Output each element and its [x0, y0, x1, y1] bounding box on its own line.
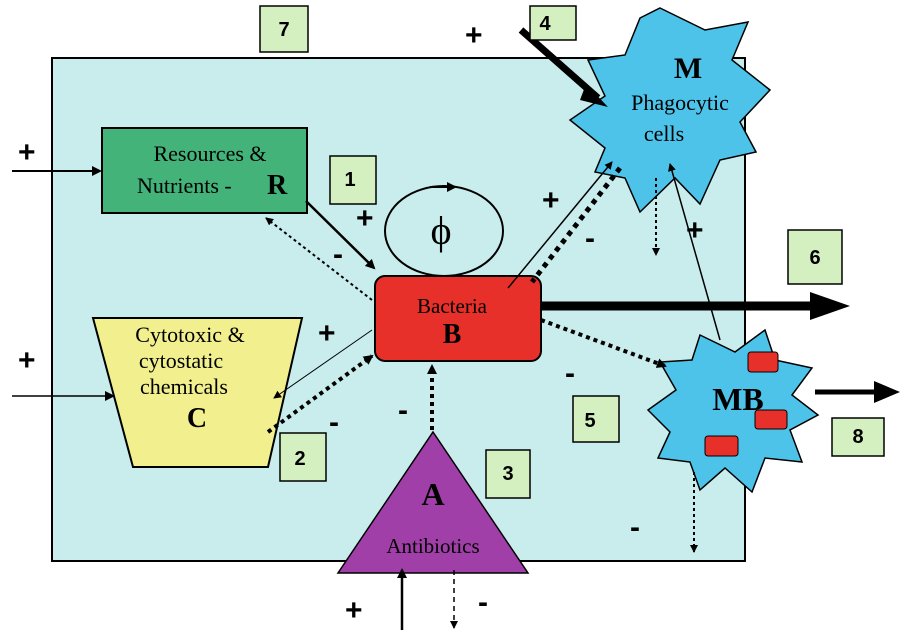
number-8: 8 [852, 426, 863, 448]
mb-bacterium-1 [747, 351, 779, 373]
number-1: 1 [344, 169, 355, 191]
phi-symbol: ϕ [430, 208, 451, 253]
chemicals-line1: Cytotoxic & [135, 322, 244, 347]
arrow-bacteria-chemicals [273, 329, 373, 399]
sign-plus-chemicals: + [318, 317, 336, 350]
resources-line2: Nutrients - [137, 173, 232, 198]
resources-box [101, 127, 308, 214]
number-box-7: 7 [259, 5, 309, 53]
mb-bacterium-2 [754, 409, 788, 430]
number-box-1: 1 [329, 155, 377, 205]
number-5: 5 [584, 410, 595, 432]
number-4: 4 [539, 13, 551, 35]
arrow-phagocytes-bacteria [530, 166, 622, 284]
sign-minus-mb: - [565, 357, 575, 390]
antibiotics-name: Antibiotics [386, 534, 479, 558]
bacteria-name: Bacteria [417, 294, 488, 318]
arrow-bacteria-mb [540, 318, 667, 368]
sign-plus-bacteria-phagocytes: + [542, 184, 560, 217]
sign-plus-resources-input: + [18, 136, 36, 169]
sign-minus-antibiotics: - [398, 394, 408, 427]
arrow-mb-phagocytes [668, 163, 721, 341]
resources-letter: R [267, 170, 288, 201]
arrow-mb-out-head [874, 381, 900, 403]
resources-line1: Resources & [153, 141, 266, 166]
number-box-4: 4 [529, 5, 577, 41]
number-box-6: 6 [787, 229, 843, 285]
chemicals-trapezoid [91, 317, 304, 468]
mb-bacterium-3 [704, 435, 739, 457]
number-box-5: 5 [572, 395, 620, 443]
arrow-bacteria-phagocytes [507, 161, 613, 289]
sign-minus-phagocytes-bacteria: - [585, 222, 595, 255]
number-6: 6 [809, 247, 820, 269]
sign-minus-mb-decay: - [630, 511, 640, 544]
number-3: 3 [502, 463, 513, 485]
arrow-input-phagocytes-head [580, 84, 608, 107]
arrow-bacteria-resources [265, 217, 373, 301]
bacteria-box [374, 275, 542, 362]
arrow-resources-bacteria [305, 200, 376, 270]
phagocytes-letter: M [674, 52, 702, 85]
sign-plus-chemicals-input: + [18, 344, 36, 377]
arrow-bacteria-out-head [810, 292, 850, 320]
bacteria-letter: B [443, 319, 462, 350]
phagocytes-star [568, 7, 772, 214]
arrow-chemicals-bacteria [266, 354, 374, 434]
sign-plus-antibiotic-input: + [345, 594, 363, 627]
number-2: 2 [294, 448, 305, 470]
number-box-8: 8 [831, 417, 885, 457]
phagocytes-line2: cells [644, 121, 684, 146]
antibiotics-triangle [336, 430, 530, 574]
sign-plus-mb-phagocytes: + [686, 214, 704, 247]
chemicals-line3: chemicals [140, 374, 228, 399]
sign-plus-phagocyte-input: + [465, 19, 483, 52]
antibiotics-letter: A [421, 476, 444, 512]
sign-minus-antibiotic-removal: - [478, 586, 488, 619]
sign-minus-chemicals: - [329, 406, 339, 439]
number-box-2: 2 [279, 432, 327, 482]
chemicals-letter: C [187, 403, 207, 434]
number-box-3: 3 [485, 449, 531, 499]
sign-minus-resources-bacteria: - [333, 238, 343, 271]
sign-plus-resources-bacteria: + [356, 202, 374, 235]
chemicals-line2: cytostatic [139, 348, 224, 373]
phagocytes-line1: Phagocytic [631, 90, 729, 115]
number-7: 7 [278, 19, 289, 41]
